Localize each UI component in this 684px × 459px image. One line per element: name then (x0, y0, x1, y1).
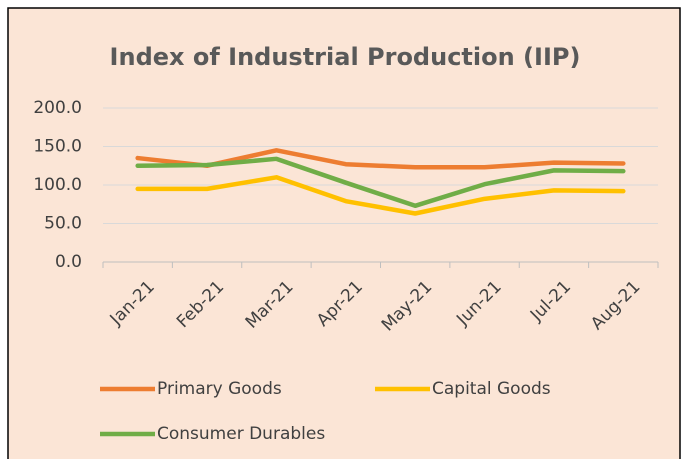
y-tick-label: 200.0 (33, 98, 82, 118)
legend-label: Primary Goods (157, 379, 282, 399)
legend-label: Consumer Durables (157, 424, 325, 444)
y-tick-label: 150.0 (33, 137, 82, 157)
y-tick-label: 100.0 (33, 175, 82, 195)
legend-label: Capital Goods (432, 379, 551, 399)
chart-title: Index of Industrial Production (IIP) (110, 43, 581, 71)
chart-frame (7, 7, 681, 459)
y-tick-label: 0.0 (55, 252, 82, 272)
series-line (135, 156, 626, 209)
y-tick-label: 50.0 (44, 214, 82, 234)
series-line (135, 175, 626, 216)
